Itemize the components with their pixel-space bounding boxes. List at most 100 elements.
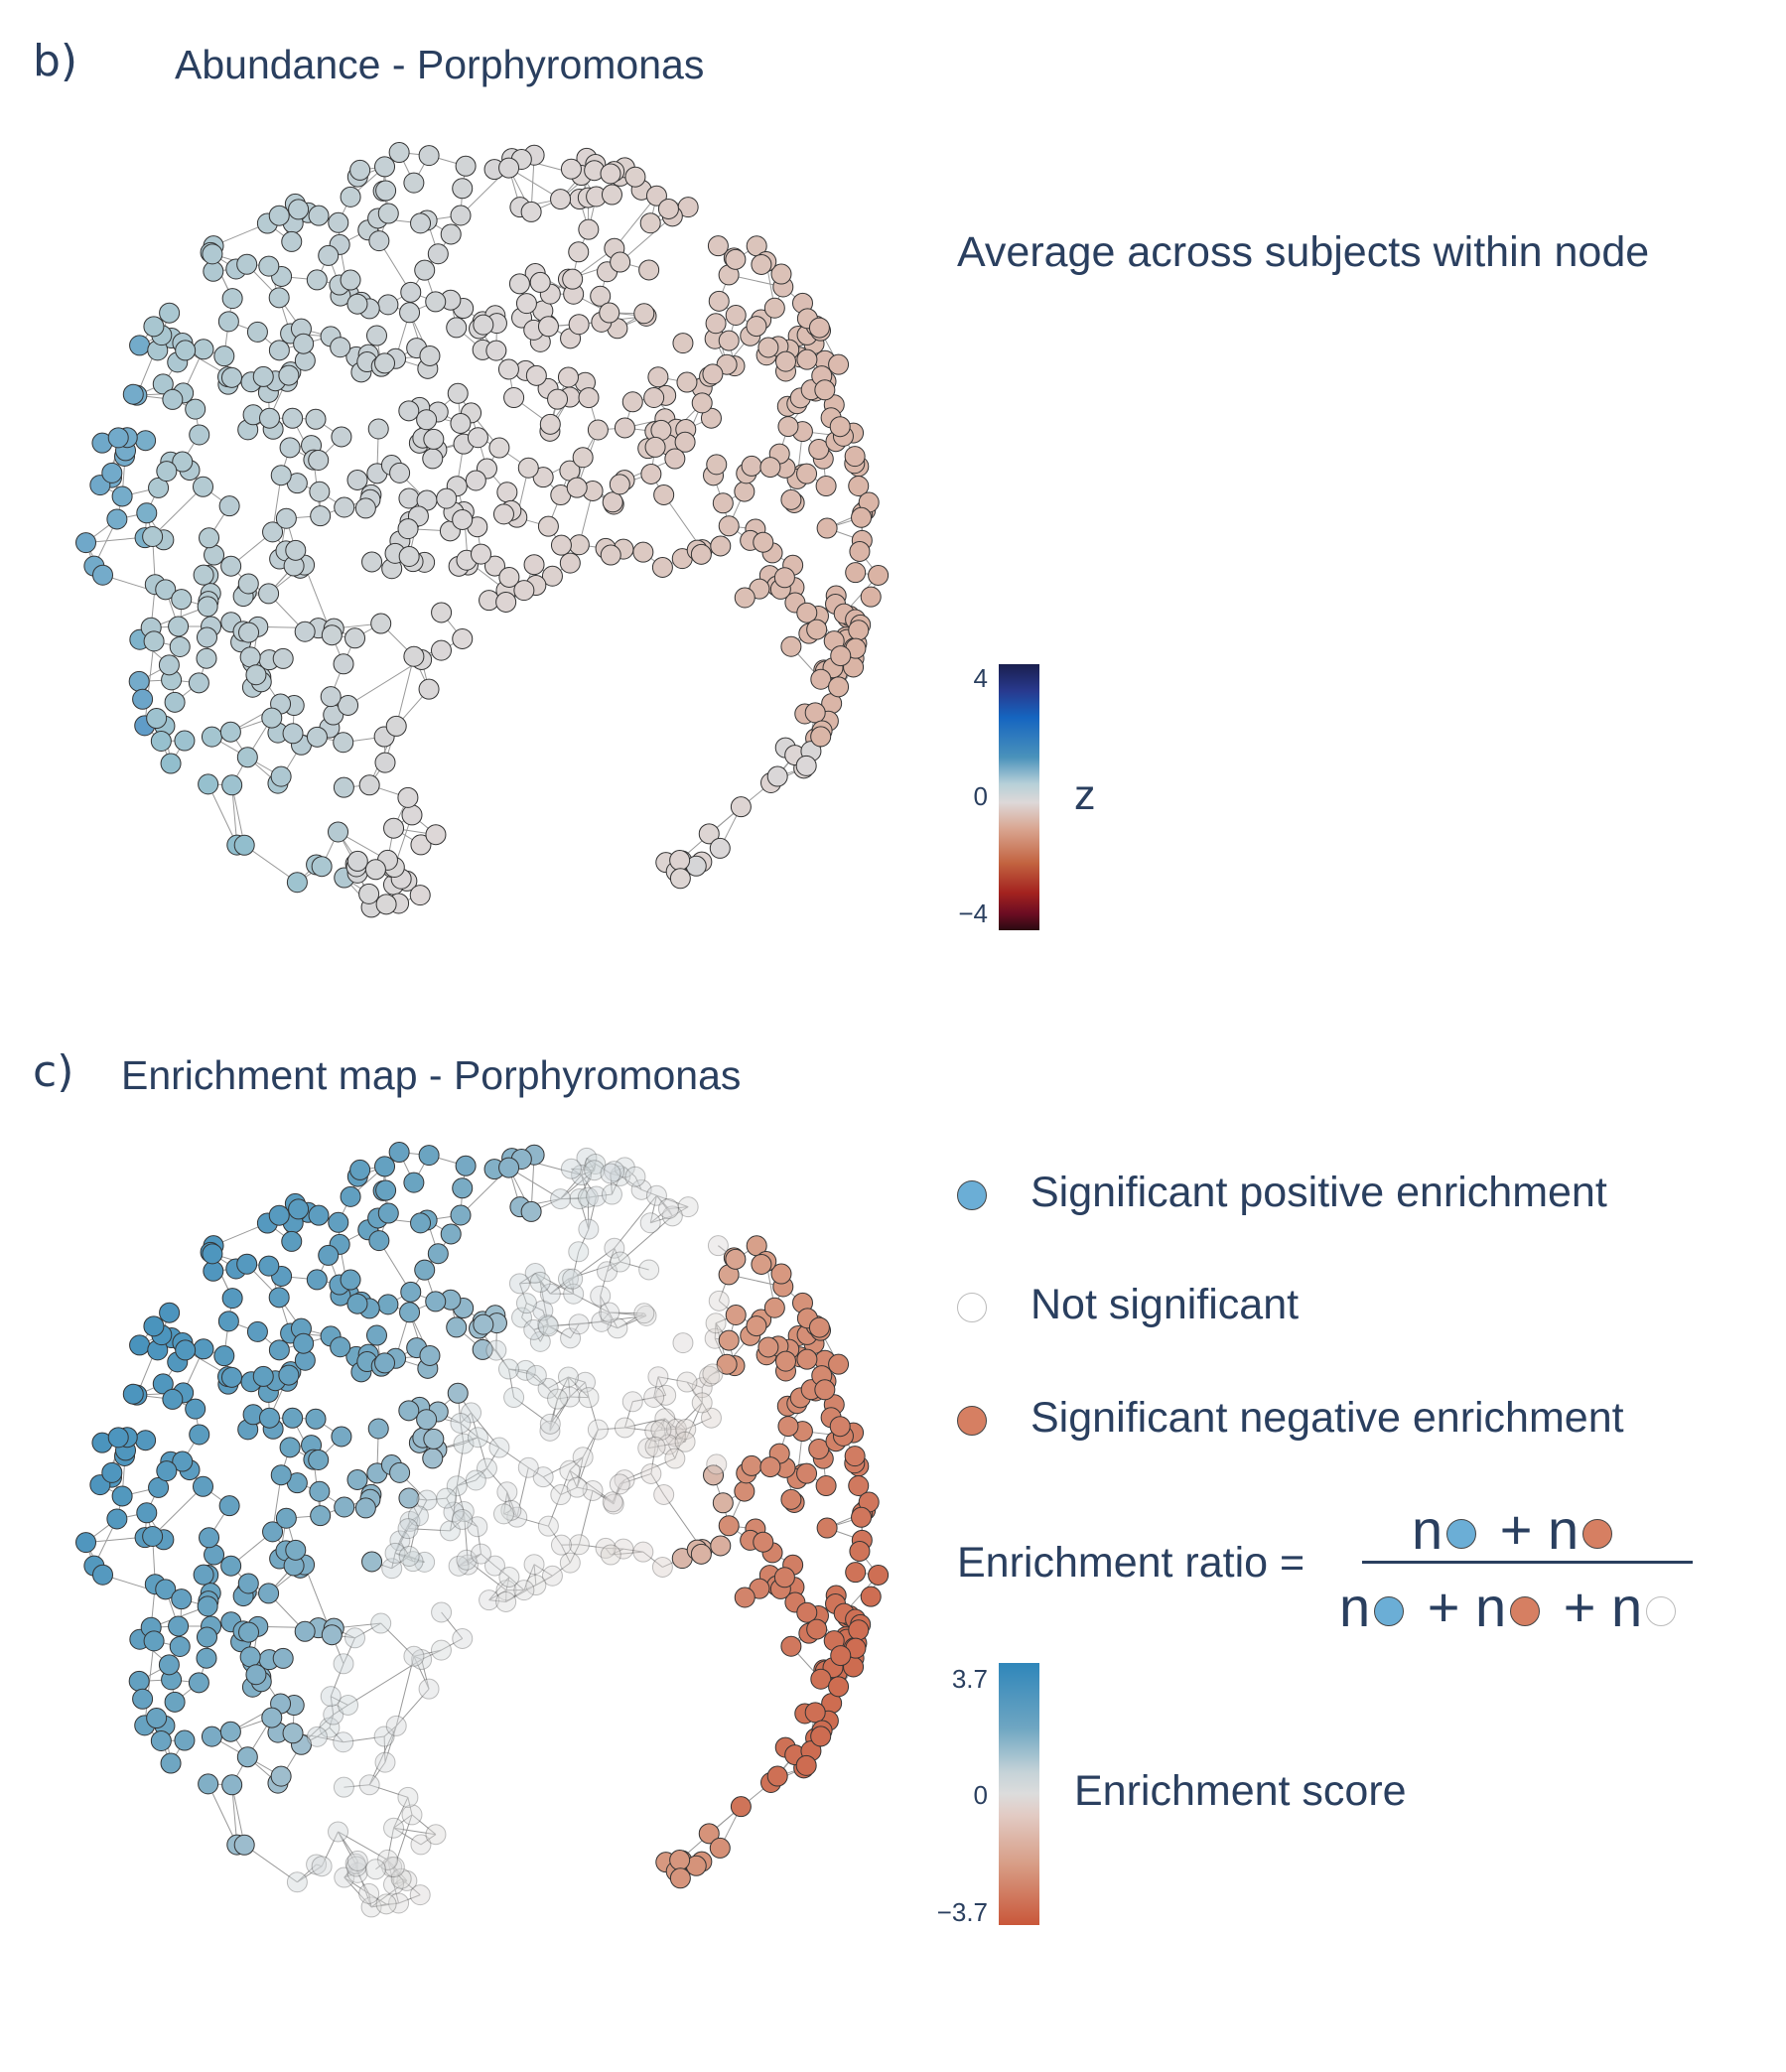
abundance-node [276, 508, 296, 528]
abundance-node [752, 254, 771, 274]
abundance-node [289, 200, 309, 219]
enrichment-node [203, 1244, 222, 1264]
enrichment-node [654, 1484, 674, 1504]
abundance-node [239, 622, 259, 642]
abundance-node [214, 346, 234, 366]
abundance-node [175, 731, 195, 751]
abundance-node [526, 365, 546, 385]
colorbar-tick: 0 [928, 781, 988, 812]
enrichment-node [341, 1270, 360, 1290]
enrichment-node [341, 1186, 360, 1206]
abundance-node [176, 341, 196, 360]
enrichment-node [269, 1340, 289, 1360]
plus-symbol: + [1428, 1576, 1460, 1638]
abundance-node [719, 516, 739, 536]
abundance-node [279, 365, 299, 385]
plus-symbol: + [1564, 1576, 1596, 1638]
enrichment-node [561, 1159, 581, 1178]
abundance-node [165, 692, 185, 712]
abundance-node [816, 477, 836, 496]
enrichment-node [306, 1409, 326, 1429]
enrichment-node [816, 1476, 836, 1496]
abundance-node [710, 838, 730, 858]
abundance-node [280, 438, 300, 458]
abundance-node [307, 270, 327, 290]
abundance-node [448, 383, 468, 403]
enrichment-node [240, 1647, 260, 1667]
abundance-node [222, 289, 242, 309]
abundance-node [237, 254, 257, 274]
enrichment-node [334, 1654, 353, 1674]
abundance-node [447, 318, 467, 338]
enrichment-node [809, 1317, 829, 1337]
enrichment-node [147, 1709, 167, 1728]
enrichment-node [633, 1542, 653, 1562]
enrichment-node [781, 1636, 801, 1656]
abundance-node [271, 466, 291, 485]
enrichment-node [194, 1339, 213, 1359]
enrichment-node [294, 1333, 314, 1353]
abundance-node [514, 581, 534, 601]
abundance-node [194, 477, 213, 496]
abundance-node [758, 338, 778, 357]
enrichment-node [644, 1387, 664, 1407]
abundance-node [347, 294, 367, 314]
enrichment-node [526, 1365, 546, 1385]
n-symbol: n [1412, 1498, 1443, 1561]
abundance-node [453, 628, 473, 648]
negative-dot-icon [1510, 1596, 1540, 1626]
enrichment-node [448, 1383, 468, 1403]
formula-lhs: Enrichment ratio = [957, 1539, 1305, 1588]
enrichment-node [426, 1292, 446, 1312]
abundance-node [404, 646, 424, 666]
n-symbol: n [1475, 1576, 1506, 1638]
legend-label: Significant positive enrichment [1030, 1169, 1607, 1216]
abundance-node [202, 727, 221, 747]
abundance-node [611, 252, 630, 272]
enrichment-node [432, 1602, 452, 1622]
abundance-node [129, 671, 149, 691]
enrichment-node [524, 1555, 544, 1575]
enrichment-node [234, 1835, 254, 1855]
abundance-node [76, 533, 96, 553]
abundance-node [415, 260, 435, 280]
enrichment-node [471, 1544, 490, 1564]
enrichment-node [172, 1589, 192, 1609]
enrichment-colorbar [999, 1663, 1039, 1925]
n-symbol: n [1339, 1576, 1370, 1638]
enrichment-node [262, 1708, 282, 1727]
abundance-node [331, 338, 350, 357]
enrichment-node [707, 1454, 727, 1474]
enrichment-node [107, 1509, 127, 1529]
abundance-node [197, 648, 216, 668]
enrichment-node [238, 1574, 258, 1593]
enrichment-node [398, 1519, 418, 1539]
abundance-node [347, 470, 367, 489]
enrichment-node [214, 1346, 234, 1366]
enrichment-node [603, 1492, 622, 1512]
abundance-network [0, 79, 973, 1072]
network-edge [348, 659, 422, 705]
enrichment-node [811, 1669, 831, 1689]
abundance-node [401, 282, 421, 302]
enrichment-node [726, 1249, 746, 1269]
enrichment-node [376, 1894, 396, 1914]
enrichment-node [347, 1294, 367, 1313]
abundance-node [658, 199, 678, 218]
enrichment-node [219, 1496, 239, 1516]
abundance-node [309, 450, 329, 470]
abundance-node [633, 542, 653, 562]
enrichment-node [424, 1429, 444, 1449]
abundance-node [474, 315, 493, 335]
abundance-node [437, 488, 457, 508]
panel-b-subtitle: Average across subjects within node [957, 228, 1649, 277]
enrichment-node [441, 1224, 461, 1244]
abundance-node [378, 295, 398, 315]
abundance-node [569, 242, 589, 262]
abundance-node [151, 731, 171, 751]
enrichment-node [102, 1462, 122, 1482]
colorbar-tick: 0 [928, 1780, 988, 1811]
enrichment-node [384, 1818, 404, 1838]
enrichment-network [0, 1079, 973, 2072]
enrichment-node [560, 1553, 580, 1573]
